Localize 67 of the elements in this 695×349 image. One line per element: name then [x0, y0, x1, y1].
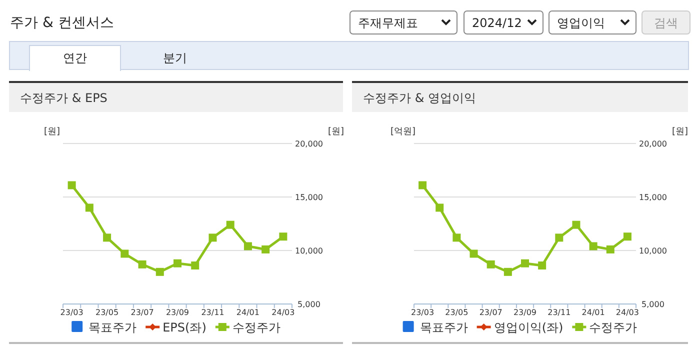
point [120, 250, 129, 258]
point [68, 181, 76, 190]
point [504, 268, 512, 276]
y2-tick-label: 5,000 [642, 300, 664, 309]
y2-tick-label: 15,000 [295, 193, 323, 202]
x-tick-label: 23/09 [513, 308, 537, 317]
y2-axis-title: [원] [328, 127, 344, 137]
point [208, 234, 217, 242]
chart-title: 수정주가 & 영업이익 [363, 91, 476, 105]
point [521, 259, 529, 268]
x-tick-label: 24/03 [272, 308, 295, 317]
point [226, 220, 234, 229]
legend-label: EPS(좌) [162, 320, 206, 334]
y2-tick-label: 5,000 [298, 300, 320, 309]
point [589, 242, 598, 250]
point [174, 259, 182, 268]
x-tick-label: 23/03 [411, 308, 434, 317]
x-tick-label: 23/07 [479, 308, 502, 317]
text: 검색 [654, 16, 678, 30]
point [156, 268, 164, 276]
x-tick-label: 24/01 [582, 308, 605, 317]
text: 영업이익 [557, 16, 605, 30]
point [606, 245, 614, 254]
point [623, 232, 632, 241]
y-axis-title: [억원] [390, 127, 416, 137]
x-tick-label: 23/05 [445, 308, 468, 317]
y2-tick-label: 20,000 [295, 140, 323, 148]
point [418, 181, 427, 190]
x-tick-label: 24/01 [236, 308, 260, 317]
x-tick-label: 23/11 [201, 308, 224, 317]
x-tick-label: 23/05 [96, 308, 119, 317]
point [279, 232, 288, 241]
point [244, 242, 252, 250]
point [572, 220, 580, 229]
legend-label: 수정주가 [589, 320, 638, 334]
point [262, 245, 270, 254]
y2-tick-label: 20,000 [639, 140, 667, 148]
text: 주재무제표 [358, 16, 418, 30]
x-tick-label: 24/03 [616, 308, 639, 317]
point [538, 261, 546, 270]
x-tick-label: 23/03 [60, 308, 84, 317]
point [486, 260, 495, 268]
point [470, 250, 478, 258]
point [191, 261, 200, 270]
y2-tick-label: 10,000 [639, 246, 667, 256]
legend-label: 영업이익(좌) [494, 320, 564, 334]
point [436, 204, 444, 212]
text: 2024/12 [472, 16, 522, 30]
x-tick-label: 23/09 [166, 308, 190, 317]
y2-tick-label: 15,000 [639, 193, 667, 202]
point [103, 234, 112, 242]
point [555, 234, 564, 242]
x-tick-label: 23/07 [130, 308, 154, 317]
y2-axis-title: [원] [672, 127, 688, 137]
x-tick-label: 23/11 [548, 308, 571, 317]
legend-label: 목표주가 [420, 320, 468, 334]
y-axis-title: [원] [44, 127, 60, 137]
legend-label: 수정주가 [232, 320, 280, 334]
y2-tick-label: 10,000 [295, 246, 323, 256]
point [452, 234, 461, 242]
legend-label: 목표주가 [88, 320, 137, 334]
point [85, 204, 94, 212]
text: 분기 [163, 51, 187, 65]
text: 주가 & 컨센서스 [10, 15, 114, 31]
chart-title: 수정주가 & EPS [20, 91, 108, 105]
point [138, 260, 146, 268]
text: 연간 [63, 51, 87, 65]
